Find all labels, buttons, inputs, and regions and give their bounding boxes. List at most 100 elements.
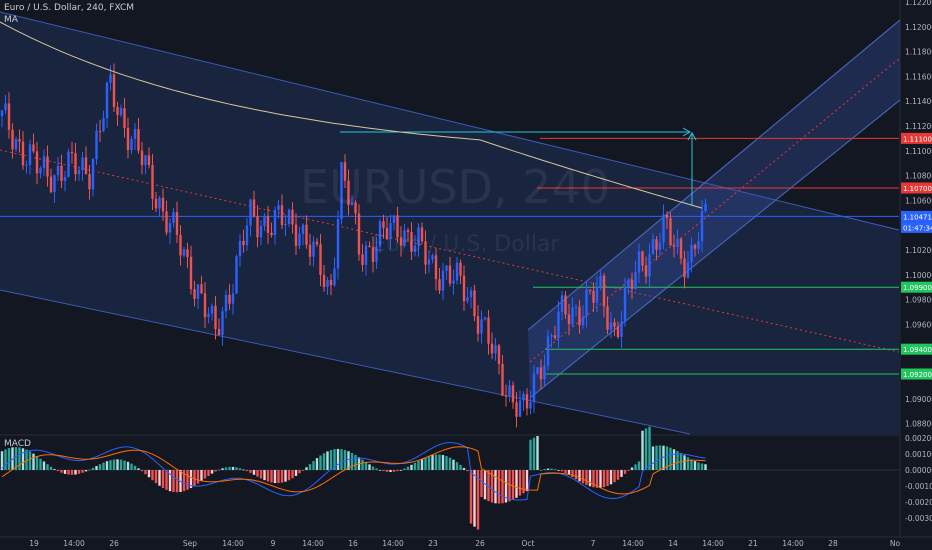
candle-body-26 — [91, 159, 95, 190]
time-tick-label-0: 19 — [29, 539, 39, 548]
channel-upper-line — [0, 11, 900, 231]
candle-body-1 — [4, 103, 7, 111]
macd-hist-bar-32 — [112, 459, 116, 470]
candle-body-77 — [270, 232, 273, 236]
macd-hist-bar-160 — [560, 470, 564, 472]
channel-lower-line — [0, 289, 691, 435]
candle-body-61 — [214, 305, 217, 330]
macd-hist-bar-163 — [571, 470, 574, 478]
candle-body-43 — [151, 165, 154, 199]
price-tick-label-0: 1.12200 — [905, 0, 932, 7]
macd-hist-bar-85 — [298, 470, 301, 474]
macd-hist-bar-192 — [672, 449, 676, 470]
candle-body-99 — [347, 180, 350, 205]
candle-body-179 — [627, 279, 630, 287]
macd-hist-bar-43 — [151, 470, 154, 481]
candle-body-54 — [189, 256, 193, 290]
macd-hist-bar-97 — [340, 449, 343, 470]
descending-channel — [0, 12, 899, 434]
macd-hist-bar-171 — [599, 470, 602, 488]
macd-tick-label-5: -0.00300 — [905, 514, 932, 523]
macd-hist-bar-196 — [686, 457, 690, 470]
candle-body-156 — [546, 336, 550, 366]
candle-body-57 — [200, 284, 203, 294]
candle-body-184 — [644, 265, 648, 277]
candle-body-195 — [683, 258, 686, 278]
macd-hist-bar-7 — [25, 449, 28, 470]
candle-body-159 — [557, 311, 560, 338]
macd-hist-bar-26 — [91, 467, 95, 470]
macd-hist-bar-47 — [165, 470, 168, 490]
macd-hist-bar-71 — [249, 470, 252, 473]
time-tick-label-12: 7 — [591, 539, 596, 548]
macd-hist-bar-158 — [553, 469, 557, 470]
macd-hist-bar-162 — [567, 470, 571, 476]
candle-body-178 — [623, 286, 627, 322]
candle-body-64 — [224, 294, 228, 312]
macd-hist-bar-142 — [497, 470, 501, 504]
time-tick-label-16: 21 — [748, 539, 758, 548]
candle-body-37 — [130, 138, 133, 151]
macd-hist-bar-48 — [168, 470, 172, 492]
candle-body-25 — [88, 174, 91, 190]
macd-hist-bar-58 — [203, 470, 207, 479]
candle-body-183 — [641, 251, 644, 266]
candle-body-198 — [693, 245, 697, 249]
macd-hist-bar-10 — [35, 456, 39, 470]
macd-hist-bar-181 — [634, 464, 637, 470]
time-tick-label-11: Oct — [522, 539, 535, 548]
candle-body-69 — [242, 240, 245, 246]
macd-hist-bar-159 — [557, 470, 560, 471]
macd-hist-bar-143 — [501, 470, 504, 504]
candle-body-11 — [39, 168, 42, 174]
macd-hist-bar-67 — [235, 467, 238, 470]
candle-body-18 — [63, 177, 67, 181]
macd-hist-bar-86 — [301, 470, 305, 471]
candle-body-176 — [616, 326, 620, 337]
candle-body-141 — [494, 345, 497, 354]
time-tick-label-7: 16 — [348, 539, 358, 548]
macd-hist-bar-137 — [480, 470, 483, 498]
candle-body-85 — [298, 233, 301, 246]
macd-hist-bar-200 — [700, 463, 704, 470]
macd-hist-bar-57 — [200, 470, 203, 482]
candle-body-97 — [340, 162, 343, 220]
candle-body-7 — [25, 164, 28, 166]
macd-hist-bar-156 — [546, 468, 550, 470]
time-tick-label-6: 14:00 — [302, 539, 324, 548]
macd-hist-bar-114 — [399, 469, 403, 471]
candle-body-171 — [599, 275, 602, 288]
time-tick-label-3: Sep — [183, 539, 197, 548]
candle-body-182 — [637, 251, 641, 272]
macd-hist-bar-174 — [609, 470, 613, 485]
time-tick-label-15: 14:00 — [702, 539, 724, 548]
candle-body-44 — [154, 198, 158, 209]
price-label-box-0 — [901, 132, 932, 144]
macd-hist-bar-2 — [7, 448, 11, 470]
macd-hist-bar-116 — [406, 466, 410, 470]
candle-body-80 — [280, 205, 284, 226]
candle-body-154 — [539, 367, 543, 380]
macd-hist-bar-190 — [665, 446, 669, 470]
candle-body-152 — [532, 373, 536, 403]
candle-body-31 — [109, 74, 112, 83]
macd-indicator-label[interactable]: MACD — [4, 439, 31, 449]
macd-hist-bar-197 — [690, 459, 693, 470]
macd-hist-bar-106 — [371, 466, 375, 470]
candle-body-114 — [399, 237, 403, 246]
candle-body-59 — [207, 313, 210, 318]
candle-body-167 — [585, 289, 588, 317]
macd-hist-bar-60 — [210, 470, 214, 474]
candle-body-32 — [112, 74, 116, 108]
candle-body-48 — [168, 222, 172, 233]
candle-body-177 — [620, 321, 623, 337]
macd-signal-line — [1, 446, 706, 495]
candle-body-4 — [14, 139, 18, 150]
ma-indicator-label[interactable]: MA — [4, 15, 18, 25]
candle-body-89 — [312, 241, 315, 257]
macd-hist-bar-107 — [375, 468, 378, 470]
candle-body-102 — [357, 213, 361, 255]
